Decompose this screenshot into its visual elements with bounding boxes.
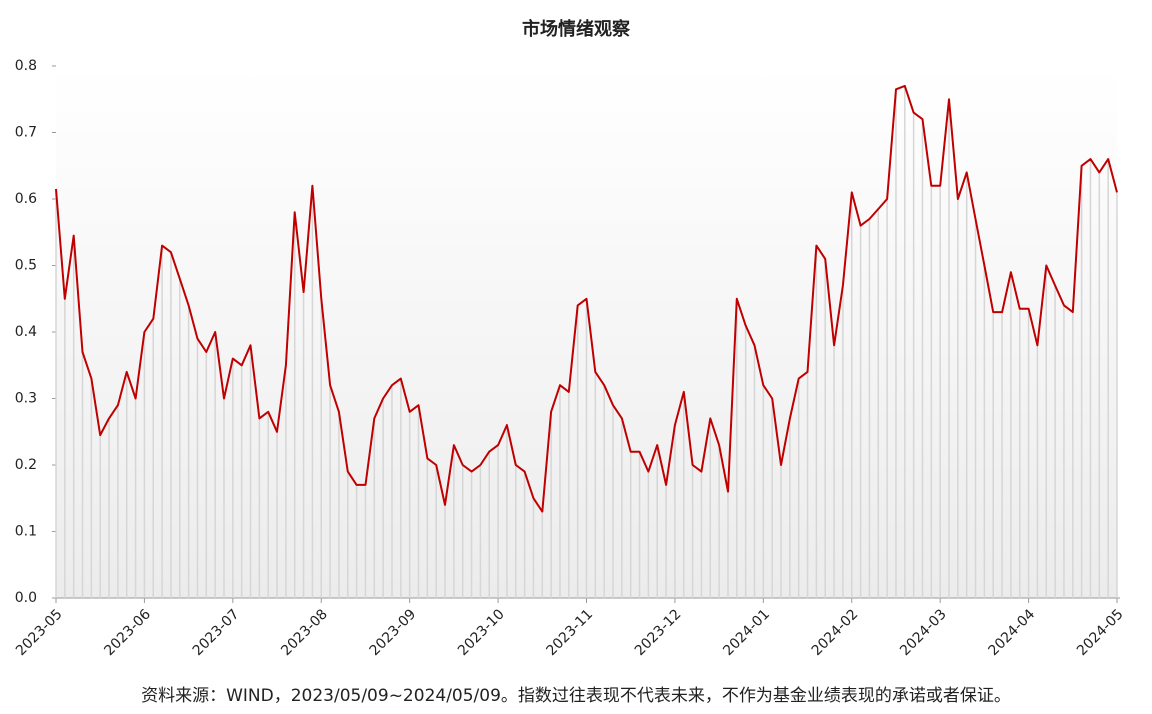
x-tick-label: 2023-07 [190, 606, 243, 659]
x-tick-label: 2023-09 [367, 606, 420, 659]
y-tick-label: 0.8 [15, 58, 37, 74]
y-tick-label: 0.0 [15, 590, 37, 606]
y-tick-label: 0.5 [15, 258, 37, 274]
y-tick-label: 0.1 [15, 524, 37, 540]
x-tick-label: 2024-05 [1074, 606, 1127, 659]
x-tick-label: 2024-01 [720, 606, 773, 659]
y-tick-label: 0.4 [15, 324, 37, 340]
y-tick-label: 0.7 [15, 125, 37, 141]
y-tick-label: 0.2 [15, 457, 37, 473]
x-tick-label: 2023-10 [455, 606, 508, 659]
x-tick-label: 2023-05 [13, 606, 66, 659]
x-tick-label: 2023-12 [632, 606, 685, 659]
chart-title: 市场情绪观察 [522, 18, 631, 40]
x-tick-label: 2024-02 [809, 606, 862, 659]
x-tick-label: 2023-11 [543, 606, 596, 659]
series-line [55, 84, 1118, 513]
x-tick-label: 2024-03 [897, 606, 950, 659]
y-tick-label: 0.3 [15, 391, 37, 407]
y-tick-label: 0.6 [15, 191, 37, 207]
x-tick-label: 2023-06 [101, 606, 154, 659]
x-tick-label: 2024-04 [986, 606, 1039, 659]
x-tick-label: 2023-08 [278, 606, 331, 659]
footnote: 资料来源：WIND，2023/05/09~2024/05/09。指数过往表现不代… [141, 686, 1011, 706]
